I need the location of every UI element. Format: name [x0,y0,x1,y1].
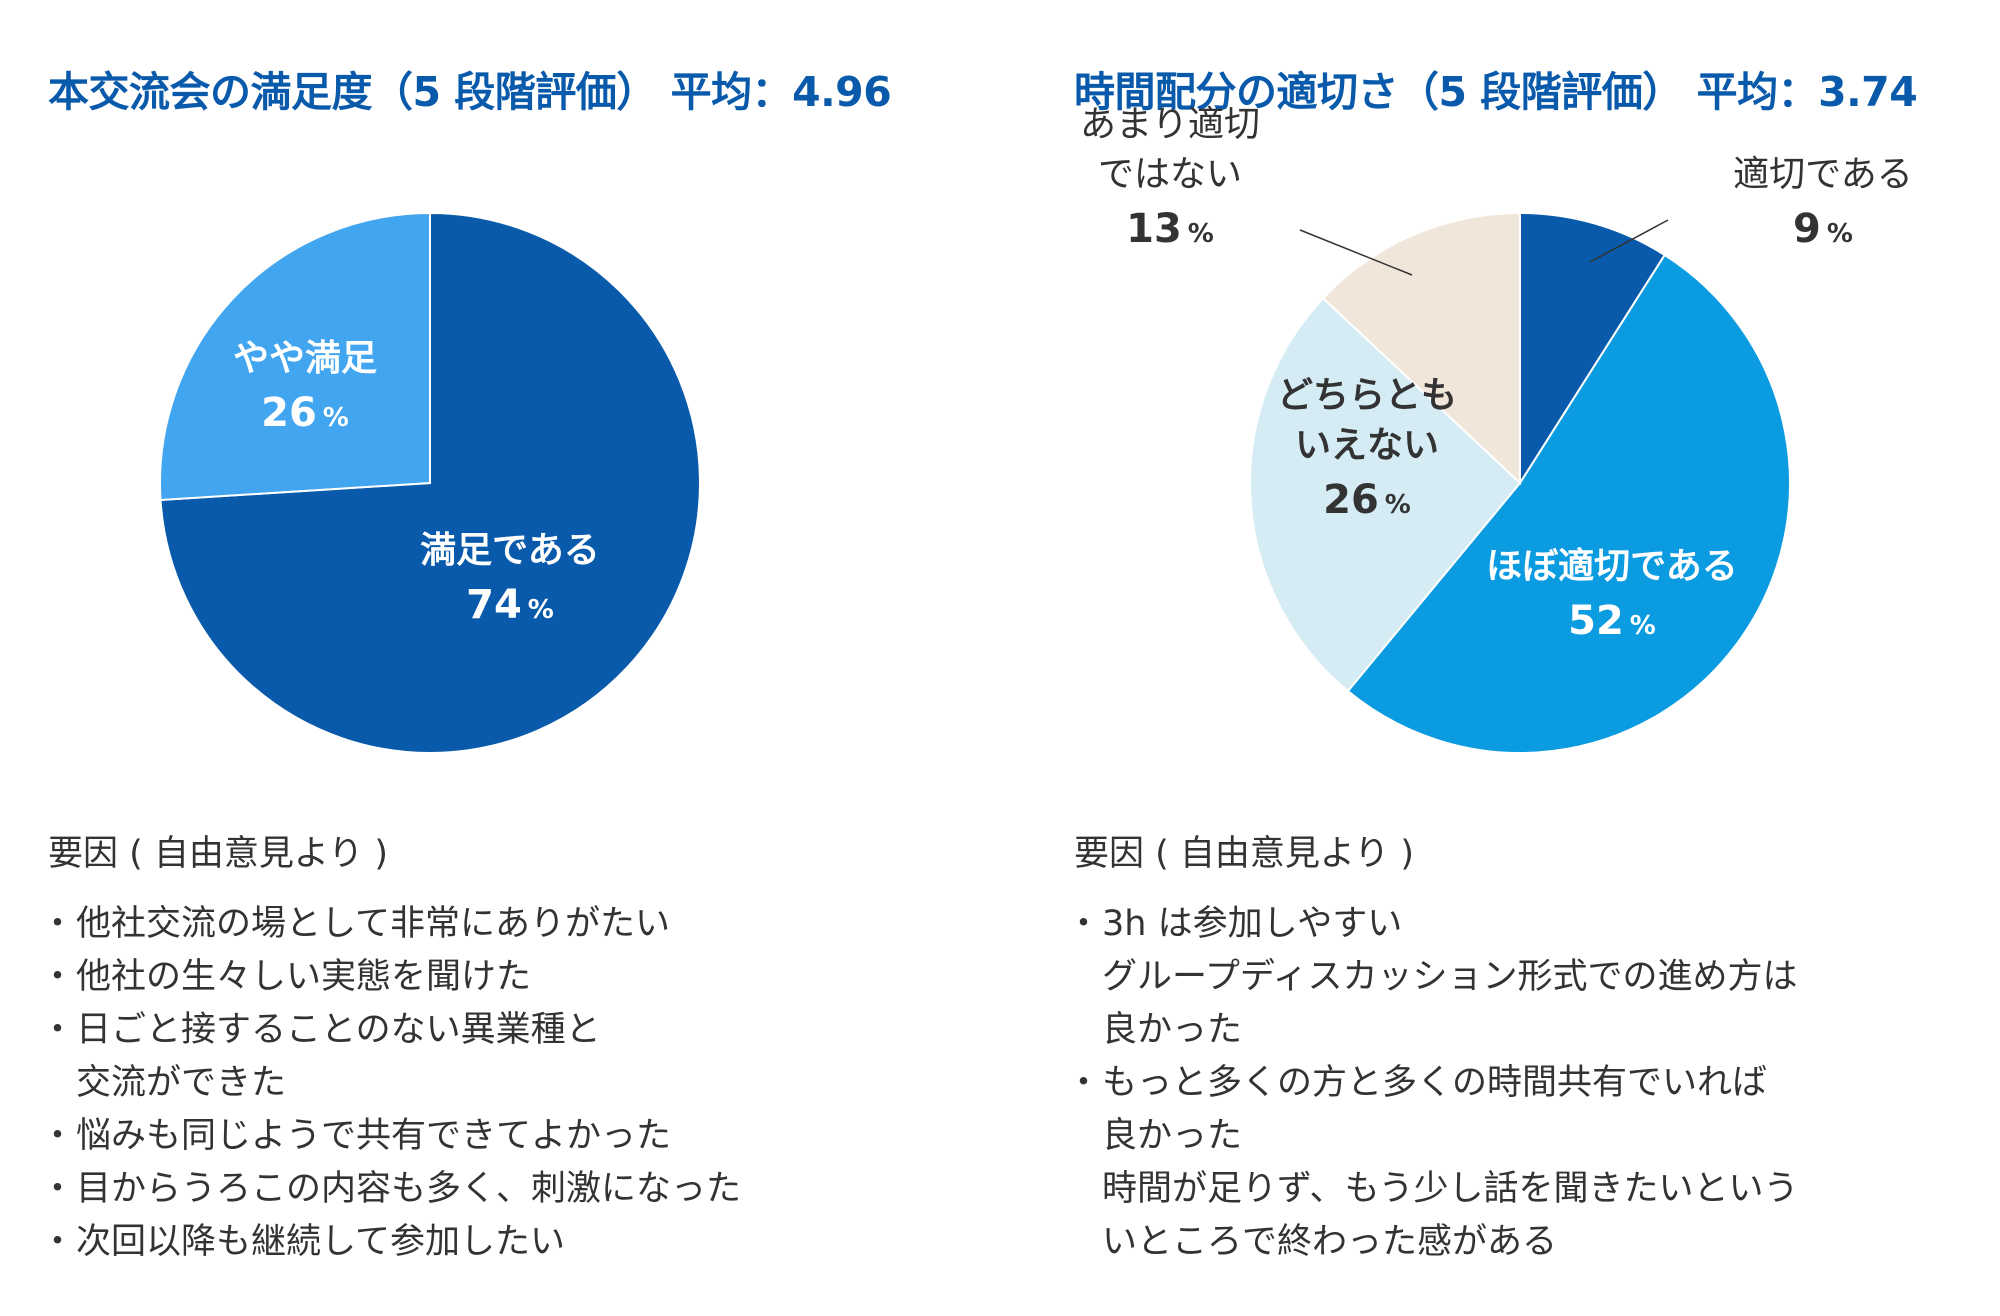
slice-label: ほぼ適切である 52% [1486,546,1738,644]
slice-label-text: ではない [1098,154,1242,195]
factor-text: 3h は参加しやすい [1066,898,1799,951]
slice-value: 74% [466,582,554,628]
factors-heading: 要因 ( 自由意見より ) [1074,834,1414,874]
factor-item: もっと多くの方と多くの時間共有でいれば良かった時間が足りず、もう少し話を聞きたい… [1066,1057,1799,1269]
satisfaction-panel: 本交流会の満足度（5 段階評価） 平均：4.96 満足である 74% やや満足 26%… [0,0,1000,1316]
pie-slice-1 [1519,211,1667,487]
satisfaction-factors: 要因 ( 自由意見より ) 他社交流の場として非常にありがたい他社の生々しい実態… [40,825,741,1269]
slice-label: やや満足 26% [233,338,377,436]
pie-slice-3 [1249,296,1522,693]
slice-value: 52% [1568,598,1656,644]
leader-line [1299,229,1413,276]
slice-label: 適切である 9% [1733,154,1913,252]
pie-slice-2 [1346,253,1791,754]
time-allocation-factors: 要因 ( 自由意見より ) 3h は参加しやすいグループディスカッション形式での… [1066,825,1799,1269]
factor-text: 日ごと接することのない異業種と [40,1004,741,1057]
slice-label-text: いえない [1295,425,1439,466]
factor-text: 良かった [1102,1010,1243,1050]
slice-label: 満足である 74% [420,530,600,628]
satisfaction-pie-chart: 満足である 74 % やや満足 26% [159,211,701,754]
factor-item: 次回以降も継続して参加したい [40,1216,741,1269]
slice-label-text: どちらとも [1277,375,1457,416]
factor-item: 他社の生々しい実態を聞けた [40,951,741,1004]
factor-text: 交流ができた [76,1063,287,1103]
slice-label-text: 適切である [1733,154,1913,195]
factor-text: 悩みも同じようで共有できてよかった [40,1110,741,1163]
leader-line [1589,219,1669,263]
factor-list: 3h は参加しやすいグループディスカッション形式での進め方は良かったもっと多くの… [1066,898,1799,1269]
slice-label-text: ほぼ適切である [1486,546,1738,587]
factor-list: 他社交流の場として非常にありがたい他社の生々しい実態を聞けた日ごと接することのな… [40,898,741,1269]
factor-text: 他社交流の場として非常にありがたい [40,898,741,951]
slice-value: 26% [1323,477,1411,523]
factor-text: いところで終わった感がある [1102,1222,1558,1262]
factor-text: 良かった [1102,1116,1243,1156]
factor-text: グループディスカッション形式での進め方は [1102,957,1798,997]
slice-value: 13% [1126,206,1214,252]
factor-text: 次回以降も継続して参加したい [40,1216,741,1269]
slice-label-text: 満足である [420,530,600,571]
time-allocation-panel: 時間配分の適切さ（5 段階評価） 平均：3.74 適切である 9% ほぼ適切である 5… [1000,0,2000,1316]
factor-text: 目からうろこの内容も多く、刺激になった [40,1163,741,1216]
factors-heading: 要因 ( 自由意見より ) [48,834,388,874]
factor-text: もっと多くの方と多くの時間共有でいれば [1066,1057,1799,1110]
factor-text: 時間が足りず、もう少し話を聞きたいという [1102,1169,1799,1209]
slice-value: 26% [261,390,349,436]
factor-text: 他社の生々しい実態を聞けた [40,951,741,1004]
pie-slice-2 [159,211,431,502]
factor-item: 目からうろこの内容も多く、刺激になった [40,1163,741,1216]
factor-item: 悩みも同じようで共有できてよかった [40,1110,741,1163]
satisfaction-title: 本交流会の満足度（5 段階評価） 平均：4.96 [48,68,892,116]
factor-item: 他社交流の場として非常にありがたい [40,898,741,951]
slice-value: 9% [1793,206,1853,252]
time-allocation-title: 時間配分の適切さ（5 段階評価） 平均：3.74 [1074,68,1918,116]
pie-slice-4 [1321,211,1521,486]
slice-label-text: あまり適切 [1080,104,1260,145]
slice-label-text: やや満足 [233,338,377,379]
